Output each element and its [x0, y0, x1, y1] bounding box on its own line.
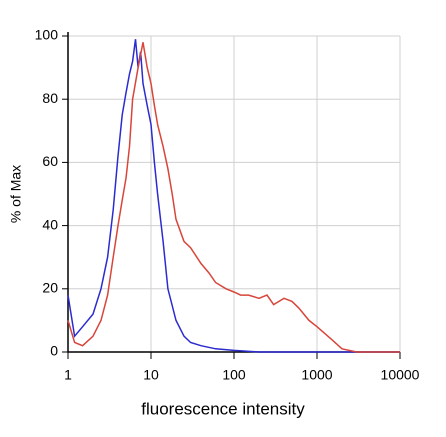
x-tick-label: 100 — [222, 367, 246, 383]
series-line — [67, 39, 400, 353]
y-tick-label: 60 — [42, 153, 58, 169]
y-tick-label: 80 — [42, 90, 58, 106]
y-tick-label: 20 — [42, 280, 58, 296]
y-tick-label: 100 — [35, 27, 59, 43]
x-tick-label: 1 — [64, 367, 72, 383]
x-tick-label: 10000 — [381, 367, 420, 383]
y-tick-label: 40 — [42, 216, 58, 232]
x-tick-label: 1000 — [301, 367, 332, 383]
series-line — [67, 42, 400, 353]
y-tick-label: 0 — [50, 343, 58, 359]
x-tick-label: 10 — [143, 367, 159, 383]
y-axis-label: % of Max — [8, 165, 24, 223]
x-axis-label: fluorescence intensity — [141, 399, 305, 418]
